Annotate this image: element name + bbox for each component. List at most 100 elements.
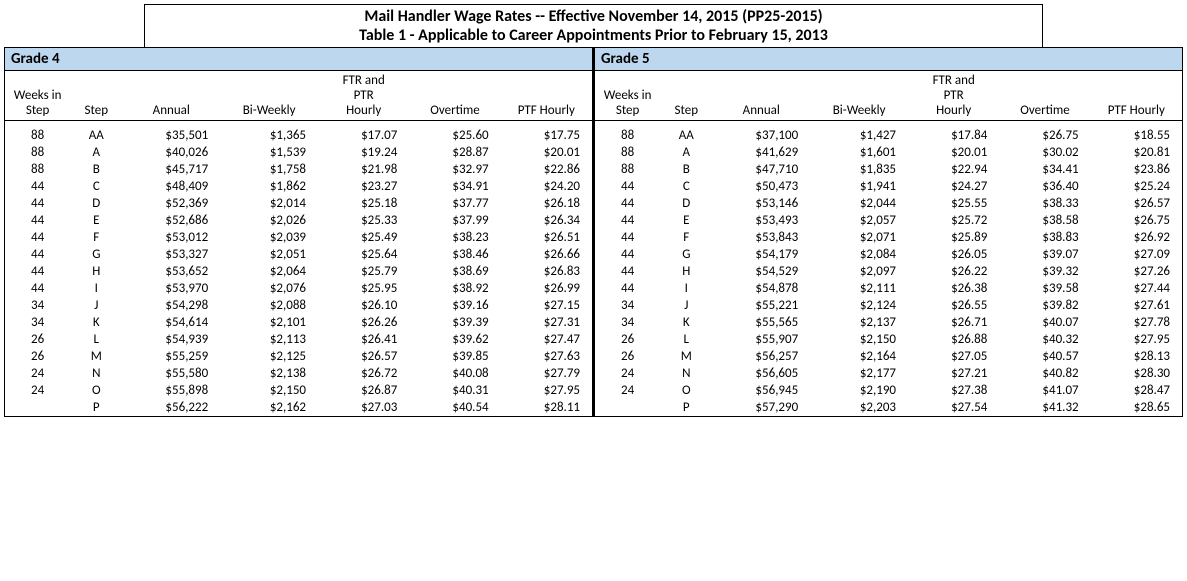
cell-step: C — [70, 178, 122, 195]
cell-ptf: $28.11 — [501, 399, 592, 416]
cell-step: M — [660, 348, 712, 365]
cell-overtime: $39.62 — [409, 331, 500, 348]
table-row: 44G$54,179$2,084$26.05$39.07$27.09 — [595, 246, 1182, 263]
cell-overtime: $32.97 — [409, 161, 500, 178]
table-row: 26L$55,907$2,150$26.88$40.32$27.95 — [595, 331, 1182, 348]
cell-biweekly: $2,190 — [810, 382, 908, 399]
cell-overtime: $40.08 — [409, 365, 500, 382]
cell-step: D — [660, 195, 712, 212]
cell-biweekly: $2,014 — [220, 195, 318, 212]
col-ftr-ptr-hourly: FTR andPTRHourly — [908, 71, 999, 121]
cell-overtime: $40.54 — [409, 399, 500, 416]
cell-annual: $56,222 — [122, 399, 220, 416]
cell-hourly: $26.41 — [318, 331, 409, 348]
cell-biweekly: $2,137 — [810, 314, 908, 331]
table-row: 44C$48,409$1,862$23.27$34.91$24.20 — [5, 178, 592, 195]
col-annual: Annual — [712, 71, 810, 121]
cell-biweekly: $2,097 — [810, 263, 908, 280]
wage-table-g4: Weeks inStep Step Annual Bi-WeeklyFTR an… — [5, 71, 592, 416]
cell-step: AA — [660, 127, 712, 144]
cell-annual: $53,843 — [712, 229, 810, 246]
cell-annual: $54,298 — [122, 297, 220, 314]
col-biweekly: Bi-Weekly — [220, 71, 318, 121]
cell-annual: $52,686 — [122, 212, 220, 229]
wage-tables-container: Grade 4Weeks inStep Step Annual Bi-Weekl… — [4, 47, 1183, 417]
cell-overtime: $30.02 — [999, 144, 1090, 161]
cell-step: E — [70, 212, 122, 229]
col-weeks-in-step: Weeks inStep — [595, 71, 660, 121]
col-ftr-ptr-hourly: FTR andPTRHourly — [318, 71, 409, 121]
cell-ptf: $28.65 — [1091, 399, 1182, 416]
grade-header-g4: Grade 4 — [5, 48, 592, 71]
cell-weeks: 88 — [595, 161, 660, 178]
cell-annual: $40,026 — [122, 144, 220, 161]
cell-ptf: $27.95 — [1091, 331, 1182, 348]
grade-header-g5: Grade 5 — [595, 48, 1182, 71]
cell-hourly: $26.72 — [318, 365, 409, 382]
table-row: 44H$54,529$2,097$26.22$39.32$27.26 — [595, 263, 1182, 280]
cell-hourly: $26.87 — [318, 382, 409, 399]
cell-weeks: 44 — [595, 229, 660, 246]
cell-annual: $35,501 — [122, 127, 220, 144]
table-row: 24N$56,605$2,177$27.21$40.82$28.30 — [595, 365, 1182, 382]
title-line-2: Table 1 - Applicable to Career Appointme… — [145, 26, 1042, 45]
cell-weeks: 34 — [5, 314, 70, 331]
col-ptf-hourly: PTF Hourly — [1091, 71, 1182, 121]
cell-annual: $48,409 — [122, 178, 220, 195]
cell-biweekly: $1,835 — [810, 161, 908, 178]
cell-biweekly: $2,111 — [810, 280, 908, 297]
cell-biweekly: $2,177 — [810, 365, 908, 382]
cell-overtime: $39.16 — [409, 297, 500, 314]
cell-ptf: $27.31 — [501, 314, 592, 331]
cell-weeks — [5, 399, 70, 416]
cell-ptf: $28.47 — [1091, 382, 1182, 399]
cell-ptf: $28.13 — [1091, 348, 1182, 365]
cell-annual: $53,970 — [122, 280, 220, 297]
cell-ptf: $22.86 — [501, 161, 592, 178]
cell-overtime: $38.83 — [999, 229, 1090, 246]
cell-overtime: $39.07 — [999, 246, 1090, 263]
table-row: 44D$52,369$2,014$25.18$37.77$26.18 — [5, 195, 592, 212]
table-row: 24N$55,580$2,138$26.72$40.08$27.79 — [5, 365, 592, 382]
cell-biweekly: $2,164 — [810, 348, 908, 365]
cell-hourly: $25.33 — [318, 212, 409, 229]
cell-ptf: $28.30 — [1091, 365, 1182, 382]
cell-step: O — [660, 382, 712, 399]
cell-weeks: 44 — [5, 263, 70, 280]
cell-ptf: $26.34 — [501, 212, 592, 229]
cell-annual: $54,529 — [712, 263, 810, 280]
cell-biweekly: $2,113 — [220, 331, 318, 348]
cell-ptf: $27.79 — [501, 365, 592, 382]
cell-ptf: $26.18 — [501, 195, 592, 212]
title-line-1: Mail Handler Wage Rates -- Effective Nov… — [145, 7, 1042, 26]
cell-step: C — [660, 178, 712, 195]
table-row: 44E$52,686$2,026$25.33$37.99$26.34 — [5, 212, 592, 229]
cell-ptf: $27.09 — [1091, 246, 1182, 263]
cell-ptf: $27.15 — [501, 297, 592, 314]
cell-hourly: $25.18 — [318, 195, 409, 212]
cell-annual: $37,100 — [712, 127, 810, 144]
cell-annual: $56,945 — [712, 382, 810, 399]
col-step: Step — [660, 71, 712, 121]
cell-step: O — [70, 382, 122, 399]
col-step: Step — [70, 71, 122, 121]
cell-biweekly: $2,084 — [810, 246, 908, 263]
cell-overtime: $39.58 — [999, 280, 1090, 297]
col-overtime: Overtime — [409, 71, 500, 121]
cell-hourly: $21.98 — [318, 161, 409, 178]
cell-hourly: $27.21 — [908, 365, 999, 382]
grade-block-g5: Grade 5Weeks inStep Step Annual Bi-Weekl… — [595, 48, 1182, 416]
cell-annual: $54,614 — [122, 314, 220, 331]
cell-step: G — [70, 246, 122, 263]
cell-ptf: $27.78 — [1091, 314, 1182, 331]
cell-hourly: $26.10 — [318, 297, 409, 314]
cell-overtime: $36.40 — [999, 178, 1090, 195]
cell-annual: $56,605 — [712, 365, 810, 382]
table-row: 26M$55,259$2,125$26.57$39.85$27.63 — [5, 348, 592, 365]
table-row: 24O$56,945$2,190$27.38$41.07$28.47 — [595, 382, 1182, 399]
cell-weeks: 88 — [5, 161, 70, 178]
cell-weeks: 26 — [5, 348, 70, 365]
table-row: 44I$54,878$2,111$26.38$39.58$27.44 — [595, 280, 1182, 297]
cell-biweekly: $1,427 — [810, 127, 908, 144]
cell-overtime: $38.58 — [999, 212, 1090, 229]
